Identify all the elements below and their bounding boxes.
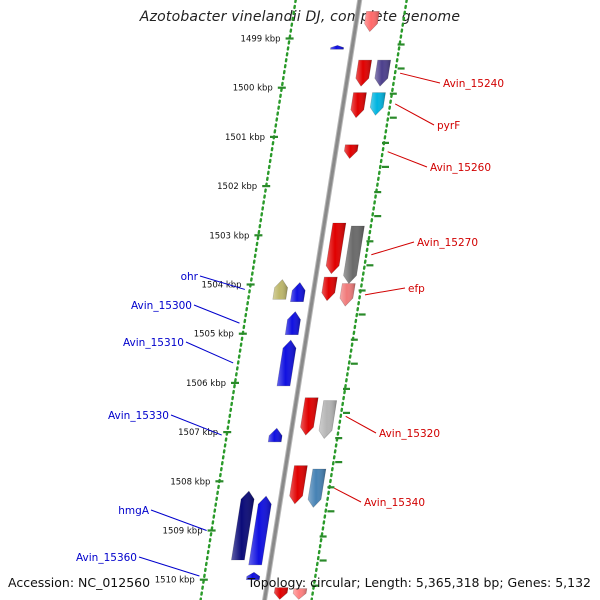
gene-avin_15340[interactable] (307, 468, 327, 508)
gene-leader-line (193, 304, 240, 324)
gene-shading (364, 11, 380, 32)
gene-label: Avin_15300 (131, 300, 192, 312)
gene-leader-line (199, 275, 245, 290)
gene-shading (289, 465, 308, 504)
genome-backbone (263, 0, 362, 600)
gene-label: ohr (181, 271, 199, 283)
forward-gene[interactable] (289, 465, 308, 505)
gene-shading (308, 469, 326, 508)
gene-shading (300, 397, 319, 436)
gene-avin_15300[interactable] (284, 311, 301, 336)
gene-shading (274, 587, 289, 600)
gene-avin_15320[interactable] (300, 397, 319, 436)
gene-shading (321, 277, 338, 301)
kbp-label: 1510 kbp (155, 576, 195, 586)
kbp-label: 1506 kbp (186, 379, 226, 389)
reverse-strand-boundary (199, 0, 297, 600)
accession-text: Accession: NC_012560 (8, 575, 151, 590)
gene-ohr[interactable] (272, 279, 288, 300)
forward-gene[interactable] (325, 222, 347, 275)
kbp-label: 1507 kbp (178, 428, 218, 438)
gene-leader-line (399, 72, 441, 84)
gene-leader-line (334, 487, 362, 503)
gene-shading (277, 340, 296, 386)
forward-gene[interactable] (374, 59, 392, 87)
gene-shading (285, 311, 301, 335)
kbp-label: 1502 kbp (217, 182, 257, 192)
gene-shading (326, 223, 346, 274)
gene-pyrf[interactable] (369, 92, 386, 116)
kbp-label: 1501 kbp (225, 133, 265, 143)
forward-gene[interactable] (318, 400, 338, 439)
gene-label: Avin_15310 (123, 337, 184, 349)
forward-gene[interactable] (321, 276, 338, 302)
gene-shading (350, 92, 367, 118)
gene-label: Avin_15260 (430, 162, 491, 174)
gene-label: Avin_15340 (364, 497, 425, 509)
genome-summary: Topology: circular; Length: 5,365,318 bp… (247, 575, 591, 590)
gene-label: Avin_15240 (443, 78, 504, 90)
map-title: Azotobacter vinelandii DJ, complete geno… (139, 9, 461, 25)
gene-leader-line (185, 341, 234, 364)
gene-shading (231, 491, 255, 560)
gene-leader-line (394, 103, 435, 126)
reverse-gene[interactable] (290, 282, 306, 303)
forward-strand-boundary (310, 0, 408, 600)
gene-efp[interactable] (339, 283, 356, 307)
gene-avin_15360[interactable] (245, 571, 261, 581)
forward-gene[interactable] (364, 11, 380, 33)
reverse-gene[interactable] (231, 490, 255, 561)
gene-label: pyrF (437, 120, 460, 132)
gene-avin_15240[interactable] (355, 59, 373, 87)
gene-shading (370, 92, 386, 116)
gene-leader-line (150, 509, 207, 531)
gene-label: efp (408, 283, 425, 295)
forward-gene[interactable] (350, 92, 367, 119)
gene-leader-line (371, 241, 415, 256)
gene-shading (246, 572, 260, 580)
gene-shading (330, 45, 344, 50)
gene-leader-line (364, 287, 406, 296)
kbp-label: 1503 kbp (209, 231, 249, 241)
gene-hmga[interactable] (248, 495, 272, 566)
gene-shading (374, 60, 391, 87)
kbp-label: 1505 kbp (194, 330, 234, 340)
kbp-label: 1509 kbp (163, 527, 203, 537)
gene-label: Avin_15270 (417, 237, 478, 249)
gene-shading (344, 144, 359, 159)
gene-label: Avin_15320 (379, 428, 440, 440)
gene-label: Avin_15330 (108, 410, 169, 422)
gene-leader-line (387, 151, 428, 168)
gene-shading (343, 226, 365, 284)
gene-shading (293, 588, 307, 600)
gene-avin_15310[interactable] (276, 339, 297, 387)
gene-shading (290, 282, 306, 302)
gene-avin_15330[interactable] (267, 427, 283, 443)
gene-label: hmgA (118, 505, 150, 517)
gene-leader-line (170, 414, 222, 436)
gene-leader-line (138, 556, 200, 577)
gene-shading (248, 496, 272, 565)
gene-shading (268, 428, 283, 442)
gene-avin_15270[interactable] (343, 225, 365, 284)
kbp-label: 1508 kbp (170, 477, 210, 487)
gene-label: Avin_15360 (76, 552, 137, 564)
gene-leader-line (345, 415, 377, 434)
gene-shading (339, 283, 356, 307)
kbp-label: 1499 kbp (241, 35, 281, 45)
kbp-label: 1504 kbp (202, 281, 242, 291)
forward-gene[interactable] (292, 588, 308, 600)
gene-avin_15260[interactable] (343, 144, 359, 159)
forward-gene[interactable] (273, 587, 289, 600)
reverse-gene[interactable] (330, 45, 345, 50)
kbp-label: 1500 kbp (233, 84, 273, 94)
gene-shading (272, 279, 288, 300)
gene-shading (319, 400, 337, 439)
gene-shading (355, 60, 372, 87)
